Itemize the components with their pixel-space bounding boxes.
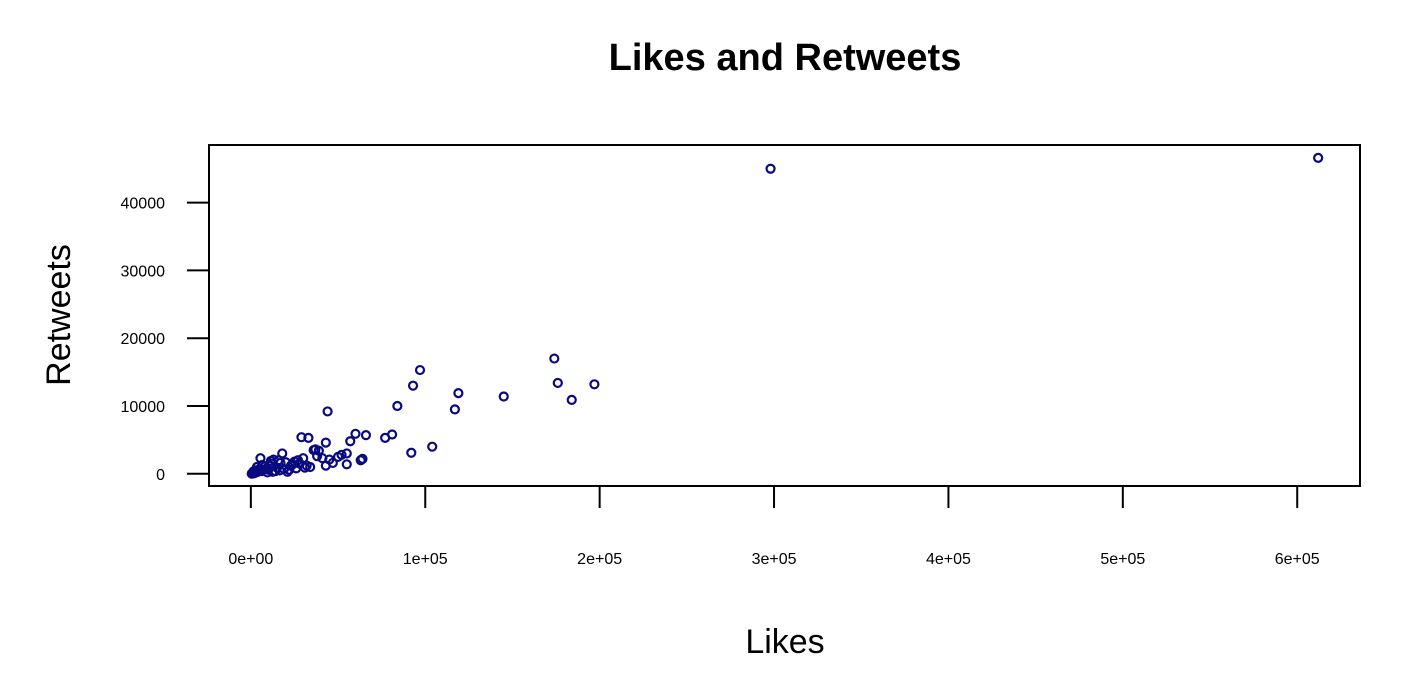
data-point	[341, 459, 352, 470]
data-point	[303, 432, 314, 443]
data-point	[387, 429, 398, 440]
data-point	[257, 459, 268, 471]
data-point	[1313, 152, 1324, 163]
x-axis-title: Likes	[745, 623, 824, 661]
data-point	[336, 449, 347, 460]
y-tick-label: 30000	[121, 263, 166, 280]
data-point	[427, 441, 438, 452]
data-point	[274, 465, 285, 476]
data-point	[341, 448, 352, 459]
data-points	[246, 152, 1324, 479]
x-tick-label: 3e+05	[752, 551, 797, 568]
data-point	[265, 455, 277, 467]
data-point	[299, 462, 311, 473]
data-point	[350, 428, 361, 439]
y-tick-label: 40000	[121, 196, 166, 213]
y-tick-label: 0	[156, 467, 165, 484]
y-tick-label: 20000	[121, 331, 166, 348]
y-axis: 0 10000 20000 30000 40000	[121, 196, 210, 484]
data-point	[360, 430, 372, 441]
x-tick-label: 4e+05	[926, 551, 971, 568]
data-point	[453, 388, 464, 399]
x-axis: 0e+00 1e+05 2e+05 3e+05 4e+05 5e+05 6e+05	[228, 485, 1320, 568]
x-tick-label: 6e+05	[1275, 551, 1320, 568]
data-point	[357, 453, 368, 464]
data-point	[322, 406, 333, 417]
data-point	[262, 467, 273, 478]
data-point	[498, 391, 509, 402]
data-point	[414, 364, 426, 376]
data-point	[765, 163, 776, 174]
data-point	[392, 400, 403, 412]
data-point	[305, 461, 316, 473]
y-axis-title: Retweets	[40, 244, 78, 386]
x-tick-label: 5e+05	[1100, 551, 1145, 568]
data-point	[292, 455, 304, 466]
x-tick-label: 0e+00	[228, 551, 273, 568]
data-point	[589, 379, 600, 390]
data-point	[345, 436, 356, 447]
chart-title: Likes and Retweets	[609, 37, 962, 79]
x-tick-label: 2e+05	[577, 551, 622, 568]
data-point	[566, 394, 577, 406]
x-tick-label: 1e+05	[403, 551, 448, 568]
data-point	[552, 377, 563, 389]
data-point	[250, 465, 261, 476]
data-point	[312, 451, 323, 462]
data-point	[449, 404, 460, 415]
data-point	[406, 447, 417, 458]
data-point	[320, 460, 331, 471]
data-point	[549, 353, 560, 364]
data-point	[407, 380, 419, 391]
data-point	[320, 437, 331, 448]
y-tick-label: 10000	[121, 399, 166, 416]
